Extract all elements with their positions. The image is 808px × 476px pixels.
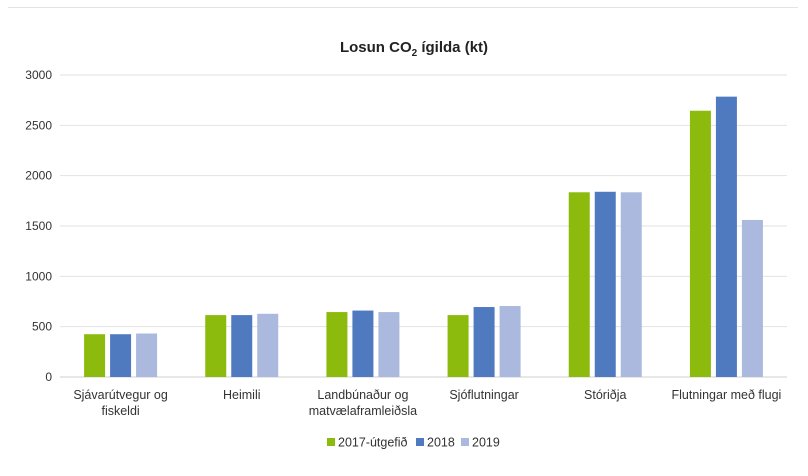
x-category-line: Flutningar með flugi	[672, 388, 782, 402]
x-category-label: Landbúnaður og matvælaframleiðsla	[309, 388, 417, 418]
chart-title-subscript: 2	[412, 48, 418, 59]
y-tick-label: 2500	[25, 118, 52, 132]
legend: 2017-útgefið 2018 2019	[327, 436, 500, 450]
legend-label: 2018	[427, 436, 455, 450]
bar-2019-4	[620, 192, 642, 377]
legend-label: 2019	[472, 436, 500, 450]
x-category-line: Sjávarútvegur og	[73, 388, 168, 402]
x-axis-categories: Sjávarútvegur og fiskeldi Heimili Landbúnað…	[73, 388, 781, 418]
bar-2017-útgefið-4	[568, 192, 590, 377]
bar-2018-4	[594, 191, 616, 377]
bar-2019-3	[499, 306, 521, 377]
x-category-label: Sjávarútvegur og fiskeldi	[73, 388, 168, 418]
bars	[84, 96, 763, 377]
top-border	[8, 7, 798, 8]
legend-swatch	[461, 438, 469, 446]
bar-2018-2	[352, 310, 374, 377]
y-axis-ticks: 0 500 1000 1500 2000 2500 3000	[25, 68, 52, 384]
x-category-line: fiskeldi	[101, 404, 139, 418]
bar-2018-0	[110, 334, 132, 377]
bar-2017-útgefið-1	[205, 315, 227, 377]
bar-2019-0	[136, 333, 158, 377]
chart-title: Losun CO2 ígilda (kt)	[340, 39, 488, 59]
y-tick-label: 3000	[25, 68, 52, 82]
y-tick-label: 500	[32, 320, 52, 334]
y-tick-label: 2000	[25, 169, 52, 183]
bar-2019-2	[378, 312, 400, 377]
x-category-line: Stóriðja	[584, 388, 626, 402]
bar-2019-5	[741, 219, 763, 377]
x-category-line: Landbúnaður og	[317, 388, 408, 402]
chart-title-main: Losun CO	[340, 39, 412, 56]
bar-2017-útgefið-5	[689, 110, 711, 377]
y-tick-label: 1500	[25, 219, 52, 233]
bar-2019-1	[257, 313, 279, 377]
x-category-label: Heimili	[223, 388, 261, 402]
bar-2017-útgefið-0	[84, 334, 106, 377]
x-category-line: Heimili	[223, 388, 261, 402]
x-category-line: Sjóflutningar	[449, 388, 519, 402]
gridlines	[60, 74, 787, 378]
bar-2018-3	[473, 307, 495, 377]
bar-2018-5	[715, 96, 737, 377]
x-category-label: Stóriðja	[584, 388, 626, 402]
y-tick-label: 1000	[25, 269, 52, 283]
y-tick-label: 0	[45, 370, 52, 384]
x-category-line: matvælaframleiðsla	[309, 404, 417, 418]
bar-2017-útgefið-3	[447, 315, 469, 377]
legend-label: 2017-útgefið	[338, 436, 408, 450]
x-category-label: Sjóflutningar	[449, 388, 519, 402]
legend-swatch	[416, 438, 424, 446]
chart-title-suffix: ígilda (kt)	[417, 39, 488, 56]
x-category-label: Flutningar með flugi	[672, 388, 782, 402]
bar-2017-útgefið-2	[326, 312, 348, 377]
bar-2018-1	[231, 315, 253, 377]
legend-swatch	[327, 438, 335, 446]
